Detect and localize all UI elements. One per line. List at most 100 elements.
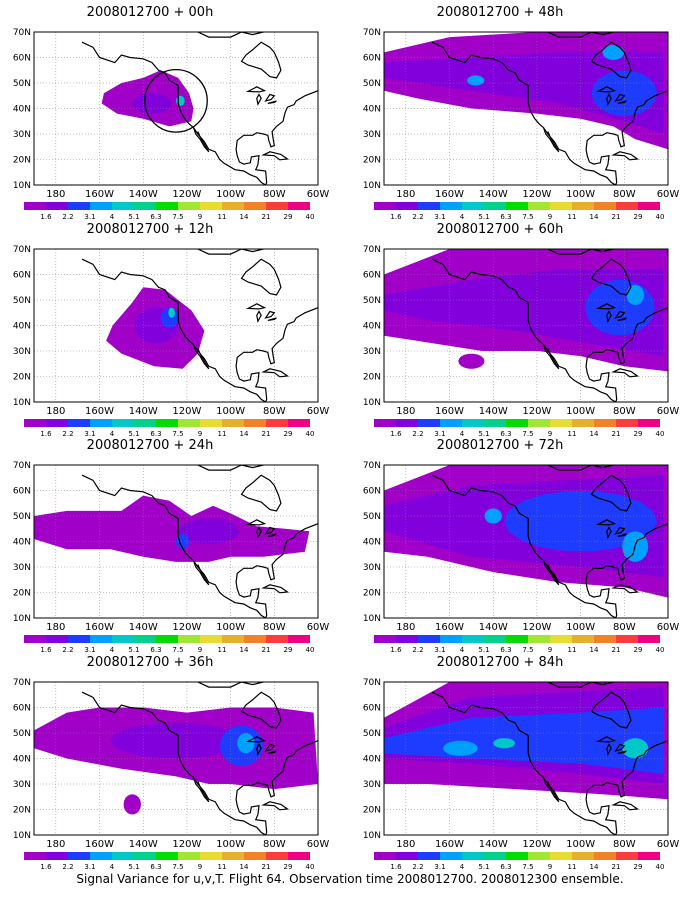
panel-title: 2008012700 + 00h [86,5,214,20]
legend-swatch [24,202,46,210]
lon-tick-label: 60W [657,839,680,850]
legend-swatch [244,852,266,860]
lon-tick-label: 120W [172,189,201,200]
lat-tick-label: 10N [363,181,381,191]
legend-label: 4 [110,646,115,653]
legend-label: 2.2 [62,646,73,653]
legend-swatch [594,852,616,860]
legend-label: 6.3 [150,430,161,437]
lat-tick-label: 30N [363,563,381,573]
lon-tick-label: 80W [613,839,636,850]
lat-tick-label: 10N [13,181,31,191]
lat-tick-label: 10N [363,614,381,624]
observation-circle [144,68,208,133]
legend-label: 2.2 [412,863,423,870]
legend-swatch [418,419,440,427]
legend-swatch [616,852,638,860]
lon-tick-label: 80W [613,189,636,200]
legend-label: 21 [262,863,271,870]
lat-tick-label: 70N [363,28,381,38]
lat-tick-label: 20N [363,373,381,383]
legend-swatch [134,419,156,427]
legend-swatch [638,852,660,860]
lon-tick-label: 180 [46,406,65,417]
variance-contour [493,738,516,749]
lon-tick-label: 180 [396,839,415,850]
legend-swatch [90,852,112,860]
legend-swatch [178,635,200,643]
legend-label: 21 [262,646,271,653]
lat-tick-label: 20N [13,156,31,166]
legend-swatch [550,852,572,860]
lon-tick-label: 60W [307,839,330,850]
lon-tick-label: 120W [522,406,551,417]
legend-label: 6.3 [500,863,511,870]
legend-swatch [484,852,506,860]
legend-swatch [440,202,462,210]
legend-swatch [222,852,244,860]
lon-tick-label: 160W [435,406,464,417]
legend-label: 6.3 [500,646,511,653]
legend-swatch [112,635,134,643]
lat-tick-label: 70N [13,678,31,688]
legend-swatch [374,852,396,860]
lat-tick-label: 60N [13,704,31,714]
legend-swatch [244,635,266,643]
legend-label: 3.1 [84,863,95,870]
legend-swatch [440,635,462,643]
lat-tick-label: 60N [363,704,381,714]
legend-swatch [200,419,222,427]
lat-tick-label: 30N [13,347,31,357]
legend-swatch [572,419,594,427]
legend-swatch [46,419,68,427]
legend-label: 29 [284,213,293,220]
lat-tick-label: 50N [13,296,31,306]
variance-contour [626,284,644,305]
legend-swatch [594,419,616,427]
lon-tick-label: 140W [479,839,508,850]
lat-tick-label: 70N [363,678,381,688]
legend-label: 7.5 [522,646,533,653]
legend-label: 7.5 [522,430,533,437]
panel-title: 2008012700 + 36h [86,655,214,670]
variance-contour [384,52,664,134]
variance-map: 70N 60N 50N 40N 30N 20N 10N 180 160W 140W 120W 100W… [13,461,330,653]
legend-swatch [200,852,222,860]
variance-contour [585,280,655,336]
legend-swatch [594,202,616,210]
legend-swatch [550,635,572,643]
legend-swatch [156,202,178,210]
color-legend: 1.6 2.2 3.1 4 5.1 6.3 7.5 9 11 14 21 29 40 [374,635,664,653]
legend-label: 6.3 [500,430,511,437]
legend-swatch [90,202,112,210]
variance-contour [443,740,478,756]
legend-label: 9 [548,213,552,220]
variance-contour [123,794,141,815]
legend-label: 21 [612,863,621,870]
variance-map: 70N 60N 50N 40N 30N 20N 10N 180 160W 140W 120W 100W… [363,245,680,437]
legend-label: 9 [548,430,552,437]
legend-label: 2.2 [412,646,423,653]
legend-swatch [266,202,288,210]
lon-tick-label: 140W [129,839,158,850]
legend-label: 9 [548,863,552,870]
legend-label: 40 [306,430,315,437]
lat-tick-label: 10N [363,831,381,841]
lat-tick-label: 30N [363,780,381,790]
lon-tick-label: 80W [613,622,636,633]
legend-swatch [288,635,310,643]
variance-contour [237,733,255,754]
legend-swatch [134,635,156,643]
lon-tick-label: 60W [657,406,680,417]
legend-swatch [46,202,68,210]
lat-tick-label: 40N [13,755,31,765]
lon-tick-label: 180 [46,622,65,633]
lon-tick-label: 100W [566,839,595,850]
lat-tick-label: 10N [13,398,31,408]
legend-label: 14 [240,646,249,653]
legend-swatch [440,852,462,860]
legend-label: 29 [634,213,643,220]
legend-swatch [178,419,200,427]
legend-swatch [46,635,68,643]
legend-label: 40 [656,863,665,870]
